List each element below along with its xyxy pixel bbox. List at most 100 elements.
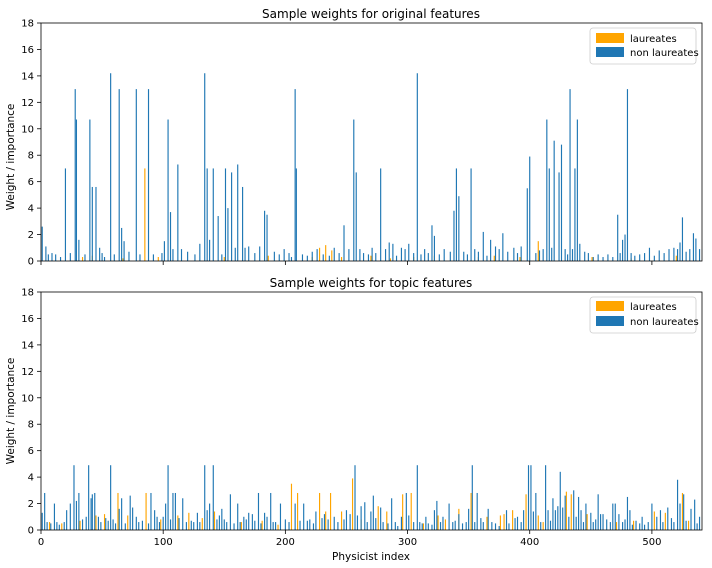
bar (612, 503, 614, 530)
bar (578, 496, 580, 530)
bar (542, 249, 544, 261)
bar (391, 498, 393, 530)
bar (309, 519, 311, 530)
bar (110, 73, 112, 262)
bar (474, 249, 476, 261)
bar (306, 255, 308, 261)
bar (639, 523, 641, 530)
y-tick-label: 10 (21, 393, 34, 404)
bar (586, 514, 588, 530)
bar (384, 249, 387, 261)
bar (673, 247, 675, 261)
bar (422, 523, 424, 530)
bar (602, 257, 604, 261)
bar (579, 243, 581, 261)
bar (147, 89, 150, 261)
bar (461, 523, 464, 530)
bar (516, 516, 519, 530)
y-axis: 0 2 4 6 8 10 12 14 16 18 (21, 19, 41, 268)
y-tick-label: 14 (21, 71, 34, 82)
bar (84, 254, 86, 261)
bar (221, 254, 223, 261)
bar (89, 119, 91, 262)
bar (107, 520, 109, 530)
y-tick-label: 4 (28, 473, 34, 484)
bar (683, 494, 685, 530)
bar (408, 515, 410, 530)
bar (585, 503, 587, 530)
bar (486, 516, 488, 530)
bar (223, 257, 225, 261)
bar (413, 522, 415, 530)
bar (395, 255, 398, 261)
bar (348, 249, 350, 261)
bar (248, 246, 250, 261)
bar (468, 508, 470, 530)
chart-original-features: Sample weights for original features Wei… (5, 7, 703, 268)
bar (69, 503, 71, 530)
y-tick-label: 10 (21, 124, 34, 135)
bar (606, 519, 608, 530)
bar (209, 503, 211, 530)
bar (321, 518, 323, 530)
bar (243, 516, 245, 530)
bar (552, 498, 554, 530)
bar (554, 510, 556, 530)
y-tick-label: 8 (28, 420, 34, 431)
bar (351, 478, 354, 530)
bar (433, 510, 435, 530)
bar (94, 492, 96, 530)
x-tick-label: 100 (154, 537, 173, 548)
bar (370, 255, 372, 261)
bar (380, 168, 382, 261)
bar (667, 507, 669, 530)
bar (569, 89, 571, 261)
bar (444, 519, 446, 530)
bar (177, 515, 179, 530)
bar (421, 523, 423, 530)
bar (695, 238, 697, 261)
plot-frame (40, 291, 703, 531)
bar (328, 255, 330, 261)
y-tick-label: 6 (28, 177, 34, 188)
bar (542, 522, 544, 530)
bar (436, 500, 438, 530)
bar (540, 522, 542, 530)
bar (270, 492, 272, 530)
bar (182, 498, 184, 530)
bar (427, 523, 429, 530)
bar (470, 168, 472, 261)
bar (290, 483, 293, 530)
bar (516, 253, 519, 261)
bar (476, 492, 478, 530)
bar (698, 516, 701, 530)
bar (597, 494, 599, 530)
x-axis: 0 100 200 300 400 500 (38, 530, 661, 548)
bar (79, 520, 81, 530)
bar (345, 510, 348, 530)
bar (477, 251, 479, 261)
bar (135, 89, 137, 261)
bar (172, 492, 174, 530)
bar (47, 254, 49, 261)
bar (78, 492, 80, 530)
y-tick-label: 6 (28, 446, 34, 457)
bar (64, 168, 67, 261)
bar (535, 253, 537, 261)
x-tick-label: 500 (642, 537, 661, 548)
bar (508, 523, 510, 530)
bar (453, 210, 455, 261)
bar (514, 518, 516, 530)
bar (91, 494, 93, 530)
bar (651, 503, 653, 530)
bar (240, 522, 242, 530)
bar (58, 524, 60, 530)
y-tick-label: 16 (21, 314, 34, 325)
bar (95, 515, 97, 530)
x-tick-label: 200 (276, 537, 295, 548)
bar (218, 515, 220, 530)
bar (659, 510, 662, 530)
bar (323, 514, 326, 530)
bar (679, 242, 681, 261)
bar (388, 242, 390, 261)
